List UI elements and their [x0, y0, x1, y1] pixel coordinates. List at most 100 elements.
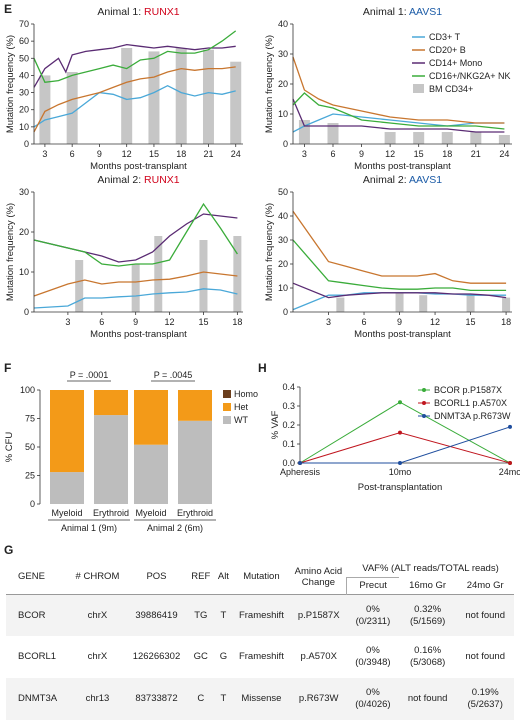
x-tick-label: 9 — [359, 149, 364, 159]
legend-label: Homo — [234, 389, 258, 399]
col-chrom: # CHROM — [75, 571, 120, 583]
panel-label-e: E — [4, 2, 12, 16]
col-vaf: VAF% (ALT reads/TOTAL reads) — [362, 563, 499, 574]
bar-bm-cd34 — [336, 297, 345, 312]
cell-precut: 0% (0/3948) — [347, 636, 399, 678]
panel-label-h: H — [258, 361, 267, 375]
x-tick-label: 9 — [97, 149, 102, 159]
cell-gene: BCOR — [18, 609, 46, 621]
series-line-nk — [292, 239, 507, 292]
y-tick-label: 0.1 — [282, 439, 295, 449]
cell-mutation: Missense — [241, 693, 282, 705]
y-axis-label: Mutation frequency (%) — [264, 35, 275, 133]
y-tick-label: 20 — [278, 79, 288, 89]
y-tick-label: 75 — [25, 414, 35, 424]
col-aa-change: Amino Acid Change — [294, 565, 343, 589]
x-tick-label: 15 — [198, 317, 208, 327]
cell-pos: 83733872 — [135, 693, 178, 705]
y-tick-label: 50 — [19, 53, 29, 63]
y-tick-label: 70 — [19, 19, 29, 29]
bar-bm-cd34 — [199, 240, 208, 312]
x-tick-label: 15 — [466, 317, 476, 327]
bar-bm-cd34 — [131, 264, 140, 312]
cell-precut-pct: 0% — [366, 687, 380, 699]
series-line-nk — [33, 202, 238, 267]
x-tick-label: 12 — [165, 317, 175, 327]
cell-ref: C — [197, 693, 205, 705]
y-tick-label: 0 — [283, 139, 288, 149]
legend-label: CD16+/NKG2A+ NK — [429, 71, 511, 81]
bar-bm-cd34 — [502, 297, 511, 312]
col-mutation: Mutation — [243, 571, 280, 583]
col-24mo: 24mo Gr — [466, 579, 504, 591]
legend-swatch-homo — [223, 390, 231, 398]
cell-pos: 126266302 — [132, 651, 181, 663]
x-tick-label: 18 — [442, 149, 452, 159]
x-tick-label: 10mo — [389, 467, 412, 477]
bar-segment-wt — [50, 472, 84, 504]
y-tick-label: 100 — [20, 385, 35, 395]
cell-gene: BCORL1 — [18, 651, 57, 663]
y-tick-label: 0.4 — [282, 382, 295, 392]
y-tick-label: 0.2 — [282, 420, 295, 430]
y-tick-label: 30 — [278, 49, 288, 59]
bar-bm-cd34 — [66, 72, 78, 144]
y-tick-label: 40 — [278, 211, 288, 221]
series-line-mono — [292, 282, 507, 299]
bar-segment-wt — [134, 444, 168, 504]
y-tick-label: 60 — [19, 36, 29, 46]
cell-gene: DNMT3A — [18, 693, 58, 705]
chart-title-prefix: Animal 1: — [363, 6, 409, 18]
y-tick-label: 50 — [25, 442, 35, 452]
cell-24mo-pct: 0.19% — [471, 687, 499, 699]
y-tick-label: 0 — [24, 139, 29, 149]
x-tick-label: 3 — [65, 317, 70, 327]
panel-label-f: F — [4, 361, 11, 375]
x-tick-label: 12 — [385, 149, 395, 159]
pvalue-label: P = .0045 — [154, 370, 193, 380]
bar-bm-cd34 — [419, 295, 428, 312]
cell-16mo: 0.16% (5/3068) — [399, 636, 457, 678]
chart-title-prefix: Animal 2: — [97, 174, 144, 186]
y-tick-label: 20 — [19, 105, 29, 115]
cell-alt: G — [219, 651, 228, 663]
x-axis-label: Months post-transplant — [354, 161, 451, 172]
cell-ref: TG — [194, 609, 208, 621]
cell-24mo-pct: not found — [465, 609, 505, 621]
bar-bm-cd34 — [202, 49, 214, 144]
chart-title-prefix: Animal 1: — [97, 6, 144, 18]
series-line-b — [33, 271, 238, 297]
x-tick-label: 6 — [330, 149, 335, 159]
bar-segment-het — [134, 390, 168, 445]
legend-marker-dnmt3a — [422, 414, 426, 418]
col-gene: GENE — [18, 571, 45, 583]
y-tick-label: 0 — [24, 307, 29, 317]
y-tick-label: 30 — [19, 88, 29, 98]
legend-label: DNMT3A p.R673W — [434, 411, 511, 421]
legend-label: CD3+ T — [429, 32, 461, 42]
y-tick-label: 0 — [283, 307, 288, 317]
legend-marker-bcorl1 — [422, 401, 426, 405]
cell-24mo: not found — [456, 636, 514, 678]
legend-label: WT — [234, 415, 248, 425]
x-axis-label: Months post-transplant — [90, 161, 187, 172]
y-tick-label: 20 — [19, 227, 29, 237]
variant-table: GENE # CHROM POS REF Alt Mutation Amino … — [6, 561, 514, 720]
chart-title-prefix: Animal 2: — [363, 174, 409, 186]
bar-segment-wt — [94, 415, 128, 504]
pvalue-label: P = .0001 — [70, 370, 109, 380]
vaf-point-bcorl1 — [508, 461, 512, 465]
cell-precut-reads: (0/4026) — [355, 699, 391, 711]
x-tick-label: 3 — [326, 317, 331, 327]
bar-bm-cd34 — [441, 132, 453, 144]
bar-bm-cd34 — [233, 236, 242, 312]
vaf-point-bcorl1 — [398, 430, 402, 435]
cell-16mo-reads: (5/1569) — [409, 615, 446, 627]
cell-ref: GC — [193, 651, 208, 663]
col-ref: REF — [191, 571, 211, 583]
series-line-t — [33, 288, 238, 309]
bar-bm-cd34 — [384, 132, 396, 144]
bar-segment-wt — [178, 420, 212, 504]
bar-bm-cd34 — [39, 75, 51, 144]
cell-chrom: chr13 — [85, 693, 110, 705]
